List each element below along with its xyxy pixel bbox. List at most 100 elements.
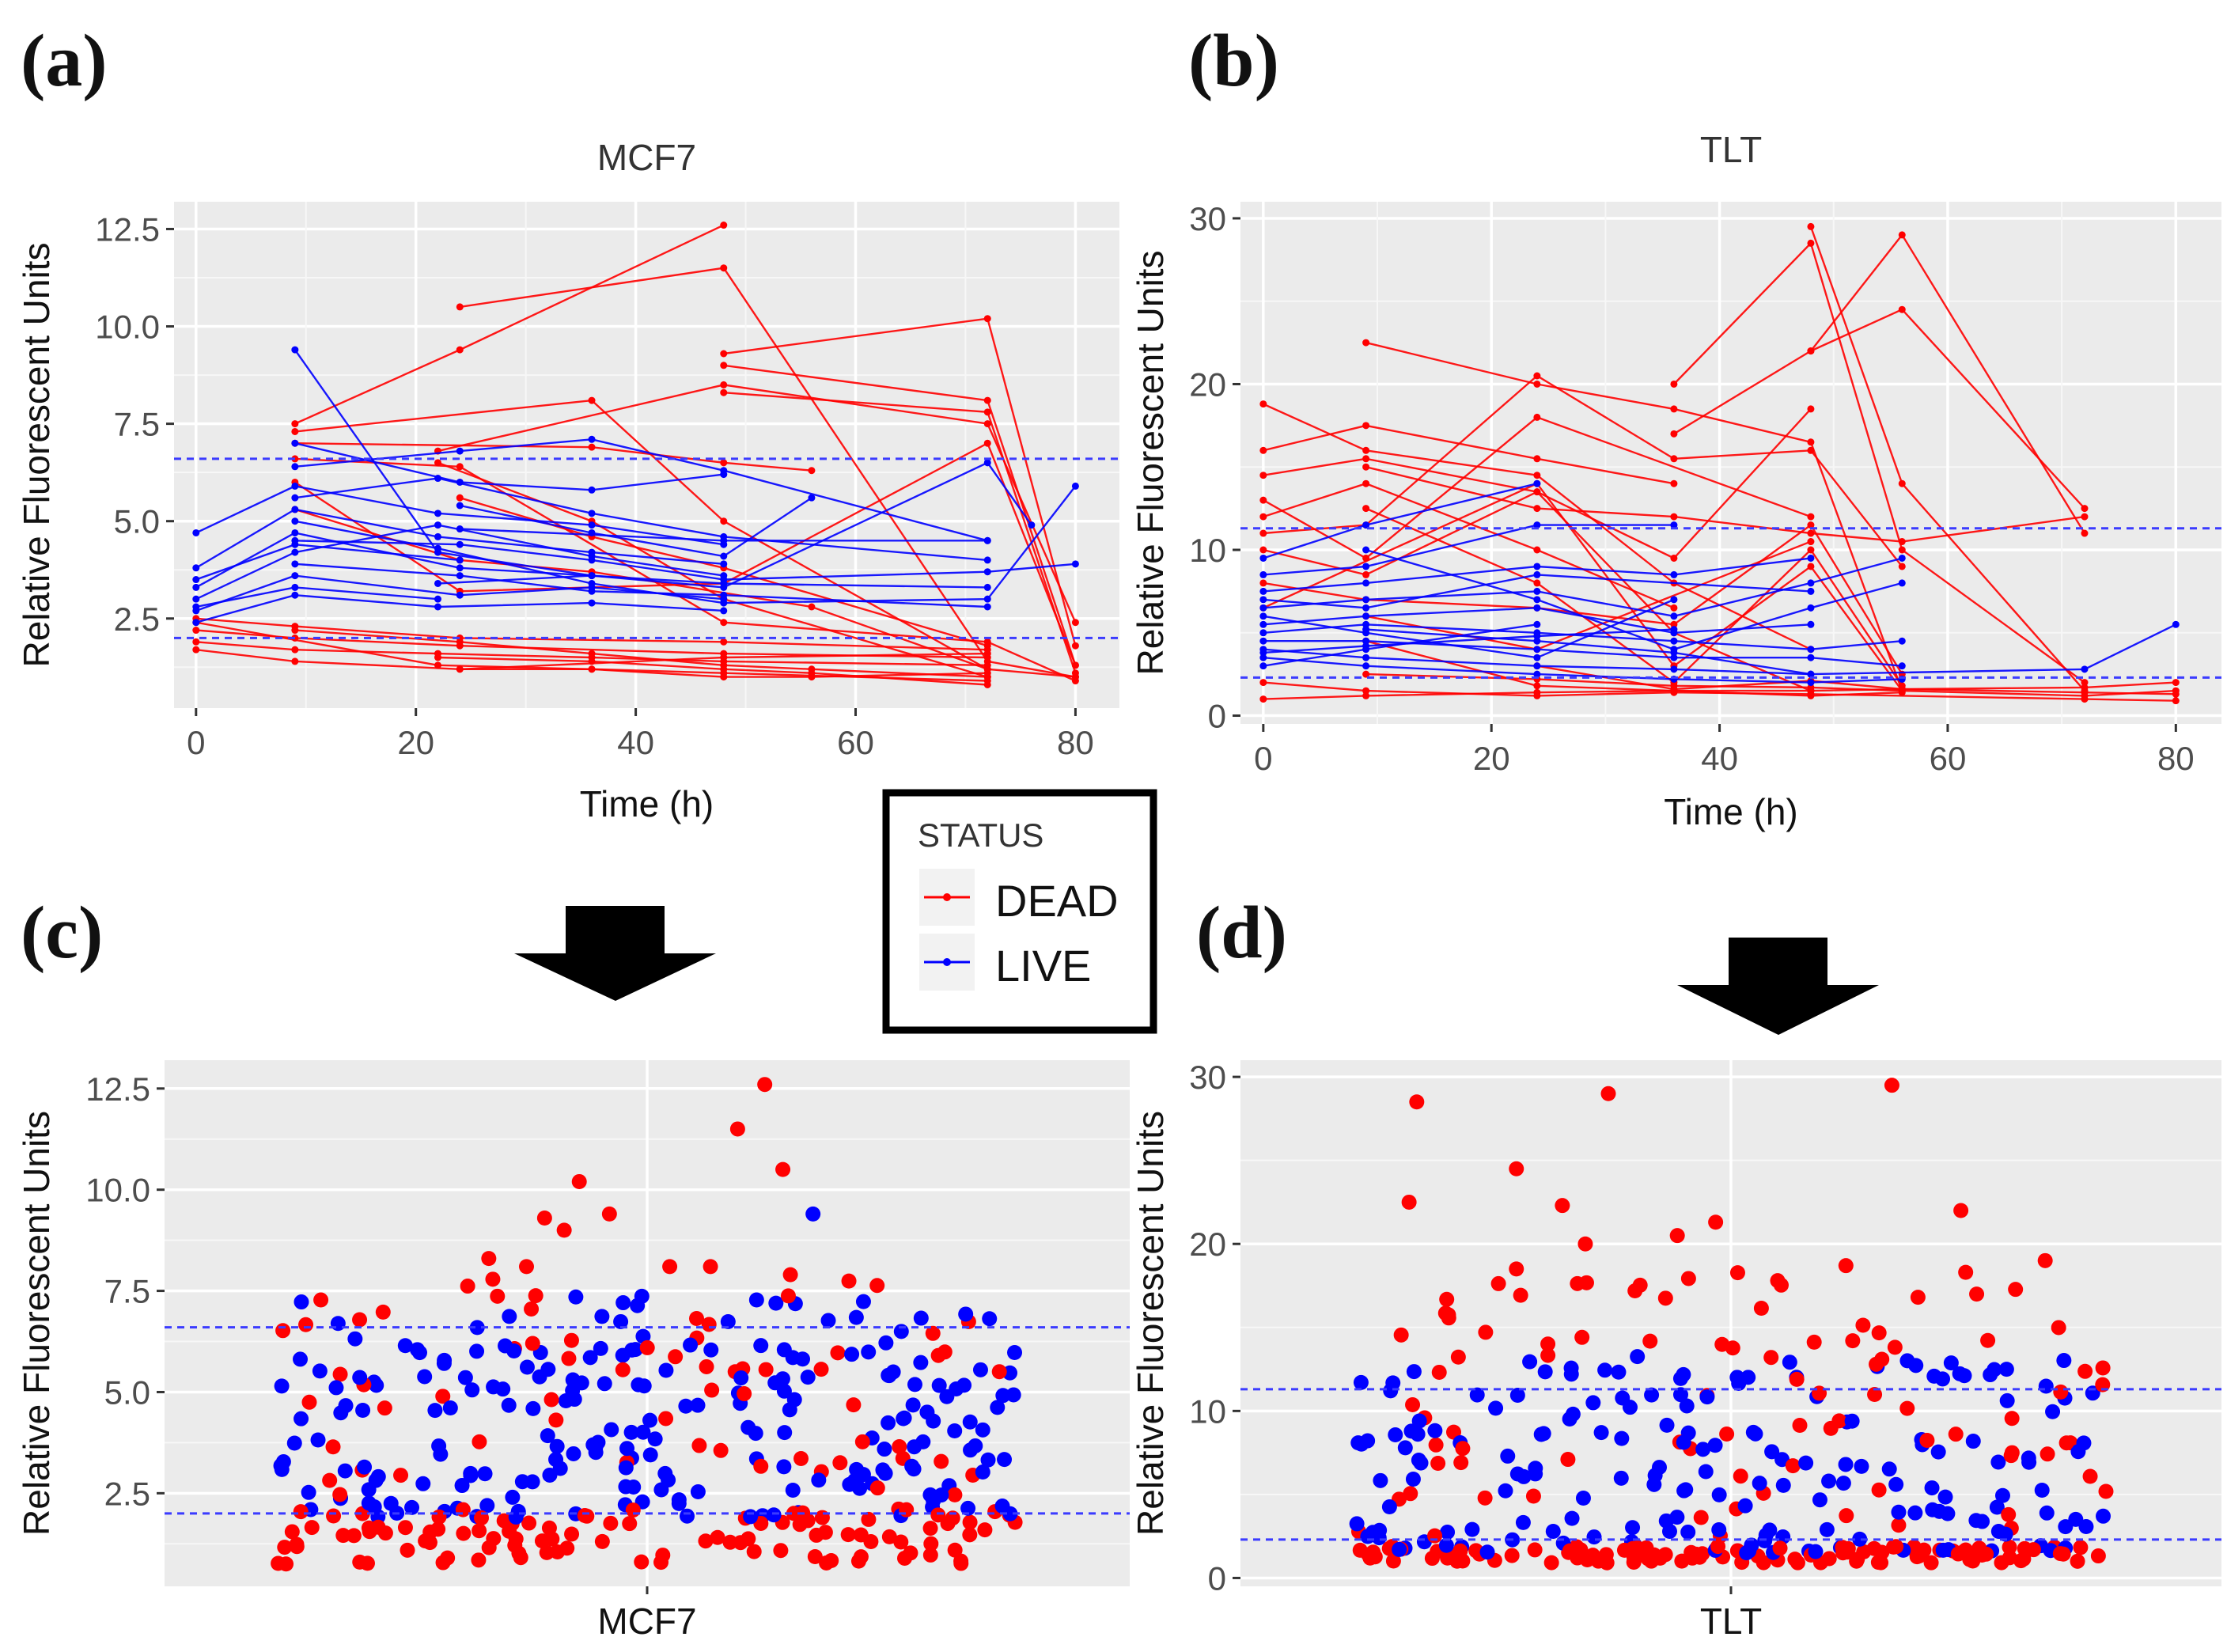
scatter-point-live [542,1467,558,1483]
scatter-point-live [1565,1406,1581,1422]
scatter-point-live [1392,1541,1407,1557]
scatter-point-dead [284,1524,300,1540]
scatter-point-dead [275,1323,291,1339]
scatter-point-dead [757,1077,773,1093]
scatter-point-live [958,1306,974,1322]
scatter-point-live [647,1431,663,1447]
series-point-dead [456,494,464,502]
scatter-point-live [811,1472,827,1488]
series-point-dead [291,657,299,665]
scatter-point-live [1385,1375,1401,1391]
scatter-point-dead [332,1366,348,1382]
series-point-live [2081,665,2089,673]
series-point-live [1670,665,1678,673]
legend-key-dead-point [943,893,951,901]
scatter-point-live [1630,1349,1646,1365]
scatter-point-live [565,1383,581,1399]
x-axis-title: MCF7 [597,1601,696,1642]
series-point-dead [983,669,991,677]
scatter-point-dead [930,1507,946,1523]
scatter-point-dead [881,1529,897,1544]
series-point-dead [291,427,299,435]
scatter-point-live [1782,1355,1797,1370]
scatter-point-dead [793,1451,809,1467]
scatter-point-dead [1787,1552,1803,1567]
series-point-dead [720,517,728,525]
scatter-point-dead [1763,1350,1779,1366]
y-tick-label: 10 [1189,532,1226,569]
scatter-point-live [495,1381,511,1397]
scatter-point-live [479,1498,495,1514]
series-point-dead [1533,488,1541,496]
series-point-dead [192,627,200,635]
series-line-live [294,540,1076,581]
series-point-dead [291,627,299,635]
scatter-point-dead [840,1527,856,1543]
scatter-point-dead [896,1550,912,1566]
scatter-point-dead [807,1549,823,1565]
panel-label-c: (c) [21,892,103,974]
scatter-point-live [1968,1513,1984,1529]
chart-b-tlt-time-series: 0 10 20 30 0 20 40 60 80 TLT Time (h) Relative Fluo… [1130,129,2221,832]
chart-title: TLT [1700,129,1762,170]
scatter-point-dead [481,1251,497,1267]
scatter-point-live [627,1342,643,1358]
scatter-point-dead [1455,1441,1471,1457]
series-point-live [1259,649,1267,657]
scatter-point-live [1516,1468,1532,1484]
scatter-point-live [934,1487,949,1503]
scatter-point-live [678,1398,694,1414]
scatter-point-dead [2003,1448,2019,1464]
scatter-point-dead [814,1510,830,1525]
scatter-point-dead [397,1520,413,1536]
scatter-point-live [1597,1362,1613,1378]
scatter-point-dead [991,1364,1007,1380]
scatter-point-live [623,1424,639,1440]
x-tick-label: 40 [617,724,654,761]
scatter-point-live [604,1422,619,1438]
scatter-point-dead [861,1511,877,1527]
scatter-point-live [634,1288,650,1304]
scatter-point-live [1808,1544,1824,1559]
series-point-dead [720,222,728,229]
scatter-point-live [2045,1404,2061,1419]
series-point-live [1807,604,1815,612]
scatter-point-dead [1540,1336,1556,1352]
scatter-point-dead [1839,1508,1854,1524]
scatter-point-live [1646,1476,1662,1492]
scatter-point-live [469,1343,485,1359]
scatter-point-dead [326,1508,342,1524]
scatter-point-dead [634,1554,650,1570]
scatter-point-live [1729,1370,1745,1385]
scatter-point-dead [1431,1364,1447,1380]
series-point-dead [1670,620,1678,628]
x-axis-title: Time (h) [1664,791,1798,832]
series-point-live [1807,654,1815,661]
scatter-point-live [1522,1354,1538,1370]
scatter-point-dead [1570,1275,1585,1291]
scatter-point-dead [1719,1426,1735,1442]
scatter-point-live [1695,1442,1711,1457]
scatter-point-dead [817,1525,833,1540]
series-point-live [1362,596,1370,604]
scatter-point-live [1469,1387,1485,1403]
x-tick-label: 80 [2157,740,2195,777]
scatter-point-live [1956,1368,1972,1384]
series-point-dead [1670,430,1678,438]
scatter-point-dead [2002,1540,2017,1555]
scatter-point-live [631,1377,646,1392]
series-point-live [291,439,299,447]
y-tick-label: 10 [1189,1392,1226,1430]
series-point-dead [1898,305,1906,313]
scatter-point-dead [2051,1320,2066,1336]
scatter-point-live [1397,1440,1413,1456]
scatter-point-live [540,1362,556,1377]
series-point-dead [1898,479,1906,487]
scatter-point-live [785,1483,801,1499]
series-point-dead [1898,546,1906,554]
scatter-point-live [877,1465,893,1481]
scatter-point-dead [1974,1547,1990,1563]
scatter-point-live [501,1397,517,1413]
scatter-point-dead [1527,1542,1543,1558]
scatter-point-dead [658,1411,674,1427]
